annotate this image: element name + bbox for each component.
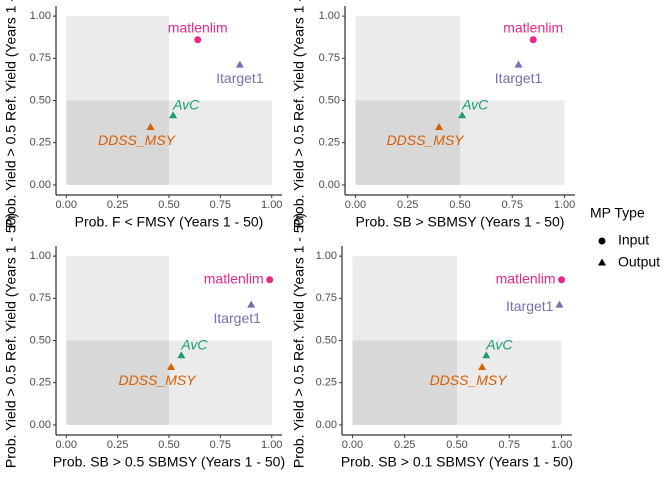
y-tick-label: 0.00 [30,179,51,191]
x-tick-label: 0.00 [56,439,77,451]
x-tick-label: 0.75 [210,439,231,451]
point-label: Itarget1 [495,70,543,86]
shade-region [66,100,272,185]
y-tick-label: 0.00 [319,179,340,191]
legend-label: Input [618,232,649,248]
y-tick-label: 1.00 [30,10,51,22]
y-tick-label: 0.25 [30,137,51,149]
legend-title: MP Type [590,205,645,221]
x-tick-label: 0.25 [107,199,128,211]
shade-region [66,340,272,425]
point-label: DDSS_MSY [387,132,466,148]
x-tick-label: 0.25 [394,439,415,451]
point-label: matlenlim [204,270,264,286]
data-point [458,111,467,119]
y-tick-label: 0.25 [30,377,51,389]
y-axis-title: Prob. Yield > 0.5 Ref. Yield (Years 1 - … [291,213,307,468]
point-label: DDSS_MSY [119,372,198,388]
x-tick-label: 1.00 [261,439,282,451]
point-label: DDSS_MSY [430,372,509,388]
point-label: AvC [180,336,208,352]
point-label: matlenlim [168,19,228,35]
data-point [482,351,491,359]
y-tick-label: 0.00 [316,419,337,431]
point-label: matlenlim [503,19,563,35]
legend-key [598,258,606,266]
data-point [167,363,176,370]
data-point [435,123,444,130]
x-tick-label: 0.00 [342,439,363,451]
x-tick-label: 0.50 [158,439,179,451]
data-point [514,60,523,68]
x-axis-title: Prob. SB > 0.5 SBMSY (Years 1 - 50) [53,454,285,470]
shade-region [352,340,562,425]
data-point [555,300,564,308]
shade-region [355,16,460,185]
x-tick-label: 0.75 [502,199,523,211]
x-tick-label: 0.50 [449,199,470,211]
y-axis-title: Prob. Yield > 0.5 Ref. Yield (Years 1 - … [3,213,19,468]
x-tick-label: 0.75 [499,439,520,451]
x-tick-label: 0.00 [56,199,77,211]
data-point [266,276,274,284]
data-point [177,351,186,359]
legend-key [598,237,606,245]
data-point [247,300,256,308]
x-tick-label: 1.00 [551,439,572,451]
x-tick-label: 0.25 [107,439,128,451]
x-tick-label: 0.50 [158,199,179,211]
point-label: Itarget1 [506,298,554,314]
point-label: AvC [485,336,513,352]
y-tick-label: 0.00 [30,419,51,431]
y-tick-label: 0.75 [30,52,51,64]
y-tick-label: 0.25 [316,377,337,389]
y-tick-label: 0.50 [30,334,51,346]
x-axis-title: Prob. SB > SBMSY (Years 1 - 50) [356,214,565,230]
shade-region [66,16,169,185]
shade-region [352,256,457,425]
data-point [529,36,537,44]
point-label: Itarget1 [213,310,261,326]
data-point [194,36,202,44]
y-tick-label: 0.50 [30,94,51,106]
x-tick-label: 0.00 [345,199,366,211]
point-label: AvC [172,96,200,112]
y-tick-label: 0.25 [319,137,340,149]
data-point [169,111,178,119]
data-point [235,60,244,68]
x-tick-label: 1.00 [554,199,575,211]
x-tick-label: 0.25 [397,199,418,211]
point-label: AvC [461,96,489,112]
y-tick-label: 0.75 [30,292,51,304]
shade-region [66,256,169,425]
data-point [478,363,487,370]
point-label: DDSS_MSY [98,132,177,148]
y-axis-title: Prob. Yield > 0.5 Ref. Yield (Years 1 - … [291,0,307,228]
point-label: matlenlim [496,270,556,286]
data-point [558,276,566,284]
y-tick-label: 1.00 [319,10,340,22]
x-axis-title: Prob. F < FMSY (Years 1 - 50) [75,214,264,230]
y-tick-label: 1.00 [316,250,337,262]
y-axis-title: Prob. Yield > 0.5 Ref. Yield (Years 1 - … [3,0,19,228]
point-label: Itarget1 [216,70,264,86]
legend-label: Output [618,254,660,270]
x-tick-label: 0.75 [210,199,231,211]
x-tick-label: 0.50 [446,439,467,451]
x-tick-label: 1.00 [261,199,282,211]
y-tick-label: 0.75 [316,292,337,304]
y-tick-label: 0.50 [316,334,337,346]
shade-region [355,100,565,185]
y-tick-label: 0.75 [319,52,340,64]
x-axis-title: Prob. SB > 0.1 SBMSY (Years 1 - 50) [341,454,573,470]
y-tick-label: 0.50 [319,94,340,106]
data-point [146,123,155,130]
y-tick-label: 1.00 [30,250,51,262]
